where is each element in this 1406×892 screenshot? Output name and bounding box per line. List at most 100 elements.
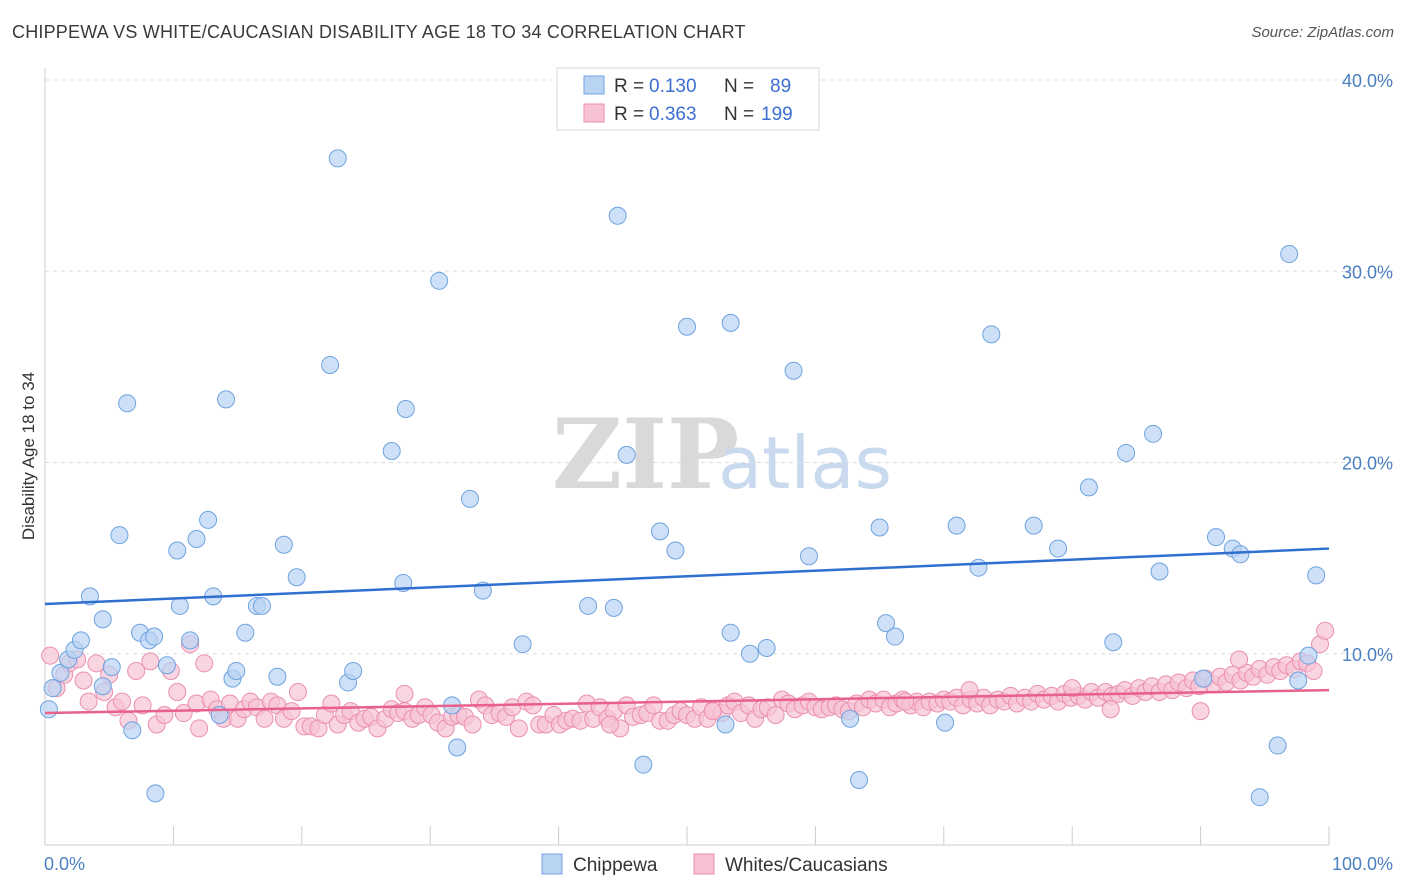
series-chippewa-points <box>39 149 1326 807</box>
chippewa-point <box>1299 646 1318 665</box>
legend-n-value-2: 199 <box>761 104 793 125</box>
bottom-legend-swatch-whites <box>693 853 715 875</box>
whites-point <box>133 696 152 715</box>
chippewa-point <box>461 489 480 508</box>
legend-r-value-1: 0.130 <box>649 76 697 97</box>
chippewa-point <box>252 596 271 615</box>
chippewa-point <box>870 518 889 537</box>
x-tick-min: 0.0% <box>44 854 85 874</box>
chippewa-point <box>982 325 1001 344</box>
whites-point <box>79 692 98 711</box>
chippewa-point <box>886 627 905 646</box>
legend-r-label-2: R = <box>614 104 644 125</box>
chippewa-point <box>740 644 759 663</box>
watermark-atlas: atlas <box>718 421 892 505</box>
chippewa-point <box>382 442 401 461</box>
whites-point <box>190 719 209 738</box>
chippewa-point <box>841 709 860 728</box>
whites-point <box>509 719 528 738</box>
chippewa-point <box>71 631 90 650</box>
whites-point <box>255 709 274 728</box>
whites-point <box>1316 621 1335 640</box>
chippewa-point <box>227 661 246 680</box>
chippewa-point <box>181 631 200 650</box>
chart-title: CHIPPEWA VS WHITE/CAUCASIAN DISABILITY A… <box>12 22 746 42</box>
chippewa-point <box>118 394 137 413</box>
whites-point <box>703 702 722 721</box>
whites-point <box>766 705 785 724</box>
chippewa-point <box>1117 443 1136 462</box>
chippewa-point <box>170 596 189 615</box>
chippewa-point <box>268 667 287 686</box>
y-tick-label: 10.0% <box>1342 645 1393 665</box>
bottom-legend-whites: Whites/Caucasians <box>725 855 888 876</box>
series-legend: Chippewa Whites/Caucasians <box>541 853 888 876</box>
chippewa-point <box>936 713 955 732</box>
chippewa-point <box>666 541 685 560</box>
whites-point <box>644 696 663 715</box>
y-tick-label: 30.0% <box>1342 262 1393 282</box>
whites-point <box>463 715 482 734</box>
whites-point <box>74 671 93 690</box>
chippewa-point <box>236 623 255 642</box>
whites-point <box>141 652 160 671</box>
trend-lines <box>44 547 1330 715</box>
chippewa-point <box>877 614 896 633</box>
chippewa-point <box>1307 566 1326 585</box>
chippewa-point <box>396 399 415 418</box>
chippewa-point <box>80 587 99 606</box>
chippewa-point <box>513 635 532 654</box>
chippewa-point <box>617 445 636 464</box>
legend-swatch-whites <box>583 103 605 123</box>
bottom-legend-chippewa: Chippewa <box>573 855 658 876</box>
whites-point <box>282 702 301 721</box>
chippewa-point <box>721 313 740 332</box>
chippewa-point <box>1280 245 1299 264</box>
chippewa-point <box>43 679 62 698</box>
chippewa-point <box>947 516 966 535</box>
chippewa-point <box>1144 424 1163 443</box>
chippewa-point <box>1268 736 1287 755</box>
whites-point <box>896 692 915 711</box>
chippewa-point <box>850 770 869 789</box>
whites-point <box>41 646 60 665</box>
legend-n-label-2: N = <box>724 104 754 125</box>
chippewa-point <box>799 547 818 566</box>
legend-n-value-1: 89 <box>770 76 791 97</box>
chippewa-point <box>678 317 696 336</box>
chippewa-point <box>123 721 142 740</box>
whites-point <box>395 684 414 703</box>
chippewa-point <box>145 627 164 646</box>
whites-point <box>960 681 979 700</box>
whites-point <box>1063 679 1082 698</box>
chippewa-point <box>1104 633 1123 652</box>
chippewa-point <box>721 623 740 642</box>
chippewa-point <box>102 658 121 677</box>
chippewa-point <box>1049 539 1068 558</box>
legend-n-label-1: N = <box>724 76 754 97</box>
chippewa-point <box>969 558 988 577</box>
chippewa-point <box>651 522 670 541</box>
chippewa-point <box>51 663 70 682</box>
chart-source: Source: ZipAtlas.com <box>1251 24 1394 41</box>
y-tick-label: 20.0% <box>1342 454 1393 474</box>
correlation-legend: R = 0.130 N = 89 R = 0.363 N = 199 <box>556 67 820 131</box>
whites-point <box>174 704 193 723</box>
chippewa-point <box>110 526 129 545</box>
chippewa-point <box>1250 788 1269 807</box>
whites-point <box>1191 702 1210 721</box>
trend-line-chippewa <box>44 547 1330 606</box>
chippewa-point <box>93 677 112 696</box>
chippewa-point <box>217 390 236 409</box>
whites-point <box>1304 661 1323 680</box>
trend-line-whites <box>44 688 1330 715</box>
grid-lines <box>45 79 1393 655</box>
whites-point <box>127 661 146 680</box>
chippewa-point <box>1079 478 1098 497</box>
whites-point <box>1230 650 1249 669</box>
chippewa-point <box>1289 671 1308 690</box>
chippewa-point <box>328 149 347 168</box>
chippewa-point <box>430 271 449 290</box>
chippewa-point <box>757 639 776 658</box>
whites-point <box>288 683 307 701</box>
